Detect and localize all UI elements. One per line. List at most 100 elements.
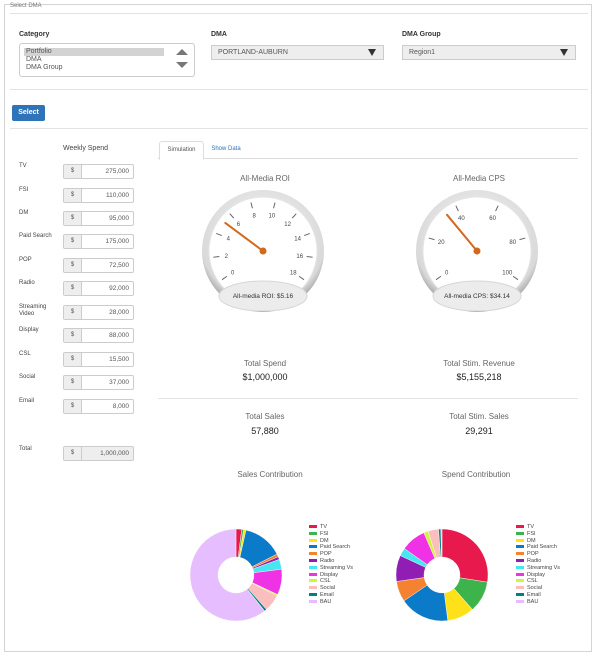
legend-label: POP <box>527 551 539 558</box>
gauge-tick <box>273 202 276 209</box>
spend-input[interactable]: $37,000 <box>63 375 134 390</box>
legend-swatch <box>309 565 317 569</box>
channel-label: Email <box>19 398 35 404</box>
legend-swatch <box>516 599 524 603</box>
legend-item: CSL <box>516 578 560 585</box>
chevron-down-icon <box>368 49 376 56</box>
channel-label: Social <box>19 374 36 380</box>
legend-swatch <box>516 525 524 529</box>
spend-input[interactable]: $88,000 <box>63 328 134 343</box>
channel-label: Paid Search <box>19 233 52 239</box>
legend-swatch <box>516 579 524 583</box>
legend-item: Radio <box>309 558 353 565</box>
cps-gauge: 0 20 40 60 80 100 All-media CPS: $34.14 <box>416 190 538 312</box>
gauge-tick-label: 12 <box>284 222 291 228</box>
spend-input[interactable]: $110,000 <box>63 188 134 203</box>
dma-group-select[interactable]: Region1 <box>402 45 576 60</box>
spend-value: 15,500 <box>109 356 129 363</box>
spend-contribution-title: Spend Contribution <box>441 470 511 479</box>
currency-addon: $ <box>64 259 82 272</box>
gauge-tick <box>455 205 459 212</box>
spend-value: 72,500 <box>109 262 129 269</box>
legend-item: Social <box>516 585 560 592</box>
gauge-tick <box>221 275 228 281</box>
legend-item: DM <box>309 538 353 545</box>
spend-value: 175,000 <box>105 238 130 245</box>
category-option-dma-group[interactable]: DMA Group <box>26 64 63 71</box>
gauge-readout: All-media CPS: $34.14 <box>444 293 510 300</box>
category-listbox[interactable]: Portfolio DMA DMA Group <box>19 43 195 77</box>
header-divider <box>10 13 588 14</box>
tab-bar-line <box>158 158 578 159</box>
gauge-hub <box>259 247 267 255</box>
channel-label: Streaming Video <box>19 304 47 317</box>
legend-label: Paid Search <box>527 544 557 551</box>
legend-swatch <box>309 538 317 542</box>
category-option-dma[interactable]: DMA <box>26 56 42 63</box>
gauge-needle <box>446 213 478 252</box>
legend-label: TV <box>320 524 328 530</box>
legend-label: DM <box>527 537 536 544</box>
scroll-up-icon[interactable] <box>176 49 188 55</box>
gauge-tick-label: 10 <box>269 214 276 220</box>
legend-item: Streaming Vs <box>516 565 560 572</box>
channel-label: POP <box>19 257 32 263</box>
spend-input[interactable]: $95,000 <box>63 211 134 226</box>
spend-input[interactable]: $175,000 <box>63 234 134 249</box>
gauge-tick-label: 60 <box>489 216 496 222</box>
spend-value: 8,000 <box>112 403 129 410</box>
spend-input[interactable]: $28,000 <box>63 305 134 320</box>
total-stim-sales-value: 29,291 <box>465 426 493 436</box>
spend-input[interactable]: $92,000 <box>63 281 134 296</box>
gauge-tick <box>519 237 526 241</box>
currency-addon: $ <box>64 306 82 319</box>
gauge-tick-label: 18 <box>290 271 297 277</box>
spend-value: 275,000 <box>105 168 130 175</box>
total-stim-sales-label: Total Stim. Sales <box>449 412 509 421</box>
legend-swatch <box>309 572 317 576</box>
chevron-down-icon <box>560 49 568 56</box>
legend-label: Display <box>527 571 546 578</box>
tab-show-data[interactable]: Show Data <box>211 146 241 152</box>
gauge-title-cps: All-Media CPS <box>452 174 505 183</box>
spend-input[interactable]: $72,500 <box>63 258 134 273</box>
legend-swatch <box>309 525 317 529</box>
legend-swatch <box>516 552 524 556</box>
currency-addon: $ <box>64 165 82 178</box>
gauge-tick <box>428 237 435 241</box>
legend-label: BAU <box>527 598 539 605</box>
category-option-portfolio[interactable]: Portfolio <box>24 48 164 56</box>
gauge-tick <box>304 232 310 237</box>
legend-item: Display <box>309 572 353 579</box>
spend-input[interactable]: $275,000 <box>63 164 134 179</box>
legend-label: BAU <box>320 598 332 605</box>
sales-contribution-title: Sales Contribution <box>237 470 303 479</box>
channel-label: DM <box>19 210 29 216</box>
select-button[interactable]: Select <box>12 105 45 121</box>
legend-swatch <box>309 586 317 590</box>
pie-slice <box>440 528 443 558</box>
legend-swatch <box>309 552 317 556</box>
legend-item: Display <box>516 572 560 579</box>
legend-swatch <box>516 586 524 590</box>
legend-item: BAU <box>516 599 560 606</box>
legend-item: Email <box>516 592 560 599</box>
gauge-tick-label: 8 <box>252 214 256 220</box>
currency-addon: $ <box>64 376 82 389</box>
total-stim-revenue-label: Total Stim. Revenue <box>443 359 515 368</box>
legend-swatch <box>516 572 524 576</box>
total-stim-revenue-value: $5,155,218 <box>456 372 502 382</box>
gauge-tick-label: 2 <box>225 254 229 260</box>
legend-label: Radio <box>527 557 542 564</box>
scroll-down-icon[interactable] <box>176 62 188 68</box>
dma-select[interactable]: PORTLAND-AUBURN <box>211 45 384 60</box>
gauge-tick <box>298 275 305 281</box>
spend-input[interactable]: $15,500 <box>63 352 134 367</box>
gauge-tick <box>213 256 220 258</box>
channel-label: Display <box>19 327 39 333</box>
legend-swatch <box>309 531 317 535</box>
spend-input[interactable]: $8,000 <box>63 399 134 414</box>
legend-swatch <box>516 545 524 549</box>
legend-swatch <box>516 565 524 569</box>
tab-simulation[interactable]: Simulation <box>159 141 204 160</box>
